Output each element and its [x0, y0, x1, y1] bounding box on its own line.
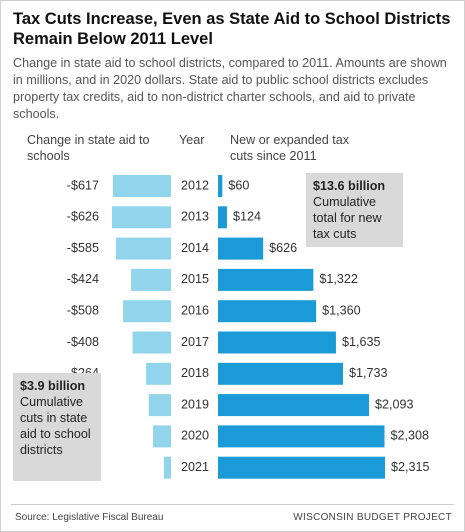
value-label: -$408	[67, 335, 99, 349]
bar	[218, 268, 314, 291]
bar	[218, 362, 344, 385]
year-label: 2015	[181, 272, 209, 286]
value-label: $626	[269, 241, 297, 255]
annotation-title: $13.6 billion	[313, 179, 386, 193]
value-label: $1,733	[349, 366, 388, 380]
divider	[11, 504, 454, 505]
bar	[148, 394, 171, 417]
value-label: $1,360	[322, 304, 361, 318]
bar	[218, 425, 385, 448]
annotation-box: $3.9 billion Cumulative cuts in state ai…	[13, 373, 101, 481]
bar	[123, 300, 171, 323]
chart: 2012 -$617 $60 2013 -$626 $124 2014 -$585 $626 20…	[67, 175, 430, 479]
value-label: $1,322	[319, 272, 358, 286]
bar	[146, 362, 171, 385]
value-label: -$424	[67, 272, 99, 286]
year-label: 2018	[181, 366, 209, 380]
left-header: Change in state aid to schools	[27, 133, 150, 163]
bar	[218, 331, 336, 354]
year-label: 2014	[181, 241, 209, 255]
value-label: $2,315	[391, 460, 430, 474]
year-label: 2021	[181, 460, 209, 474]
bar	[132, 331, 171, 354]
year-label: 2020	[181, 429, 209, 443]
year-label: 2013	[181, 210, 209, 224]
bar	[112, 206, 171, 229]
bar	[218, 456, 385, 479]
year-label: 2019	[181, 397, 209, 411]
source: Source: Legislative Fiscal Bureau	[15, 512, 164, 523]
value-label: $60	[228, 178, 249, 192]
value-label: $124	[233, 210, 261, 224]
bar	[218, 175, 223, 197]
credit: WISCONSIN BUDGET PROJECT	[293, 512, 452, 523]
year-label: 2017	[181, 335, 209, 349]
bar	[115, 237, 171, 260]
value-label: -$508	[67, 304, 99, 318]
chart-subtitle: Change in state aid to school districts,…	[13, 56, 447, 121]
year-label: 2016	[181, 304, 209, 318]
value-label: -$617	[67, 178, 99, 192]
bar	[218, 237, 264, 260]
value-label: $2,093	[375, 397, 414, 411]
annotation-text: Cumulative cuts in state aid to school d…	[20, 395, 91, 457]
year-header: Year	[179, 133, 205, 147]
bar	[163, 456, 171, 479]
bar	[218, 394, 369, 417]
chart-title: Tax Cuts Increase, Even as State Aid to …	[13, 10, 451, 48]
annotation-title: $3.9 billion	[20, 379, 86, 393]
value-label: $1,635	[342, 335, 381, 349]
right-header: New or expanded tax cuts since 2011	[230, 133, 350, 163]
bar	[218, 300, 317, 323]
bar	[131, 268, 171, 291]
annotation-box: $13.6 billion Cumulative total for new t…	[306, 173, 403, 247]
value-label: -$626	[67, 210, 99, 224]
value-label: -$585	[67, 241, 99, 255]
bar	[112, 175, 171, 197]
annotation-text: Cumulative total for new tax cuts	[313, 195, 382, 241]
bar	[218, 206, 227, 229]
value-label: $2,308	[390, 429, 429, 443]
year-label: 2012	[181, 178, 209, 192]
bar	[153, 425, 171, 448]
